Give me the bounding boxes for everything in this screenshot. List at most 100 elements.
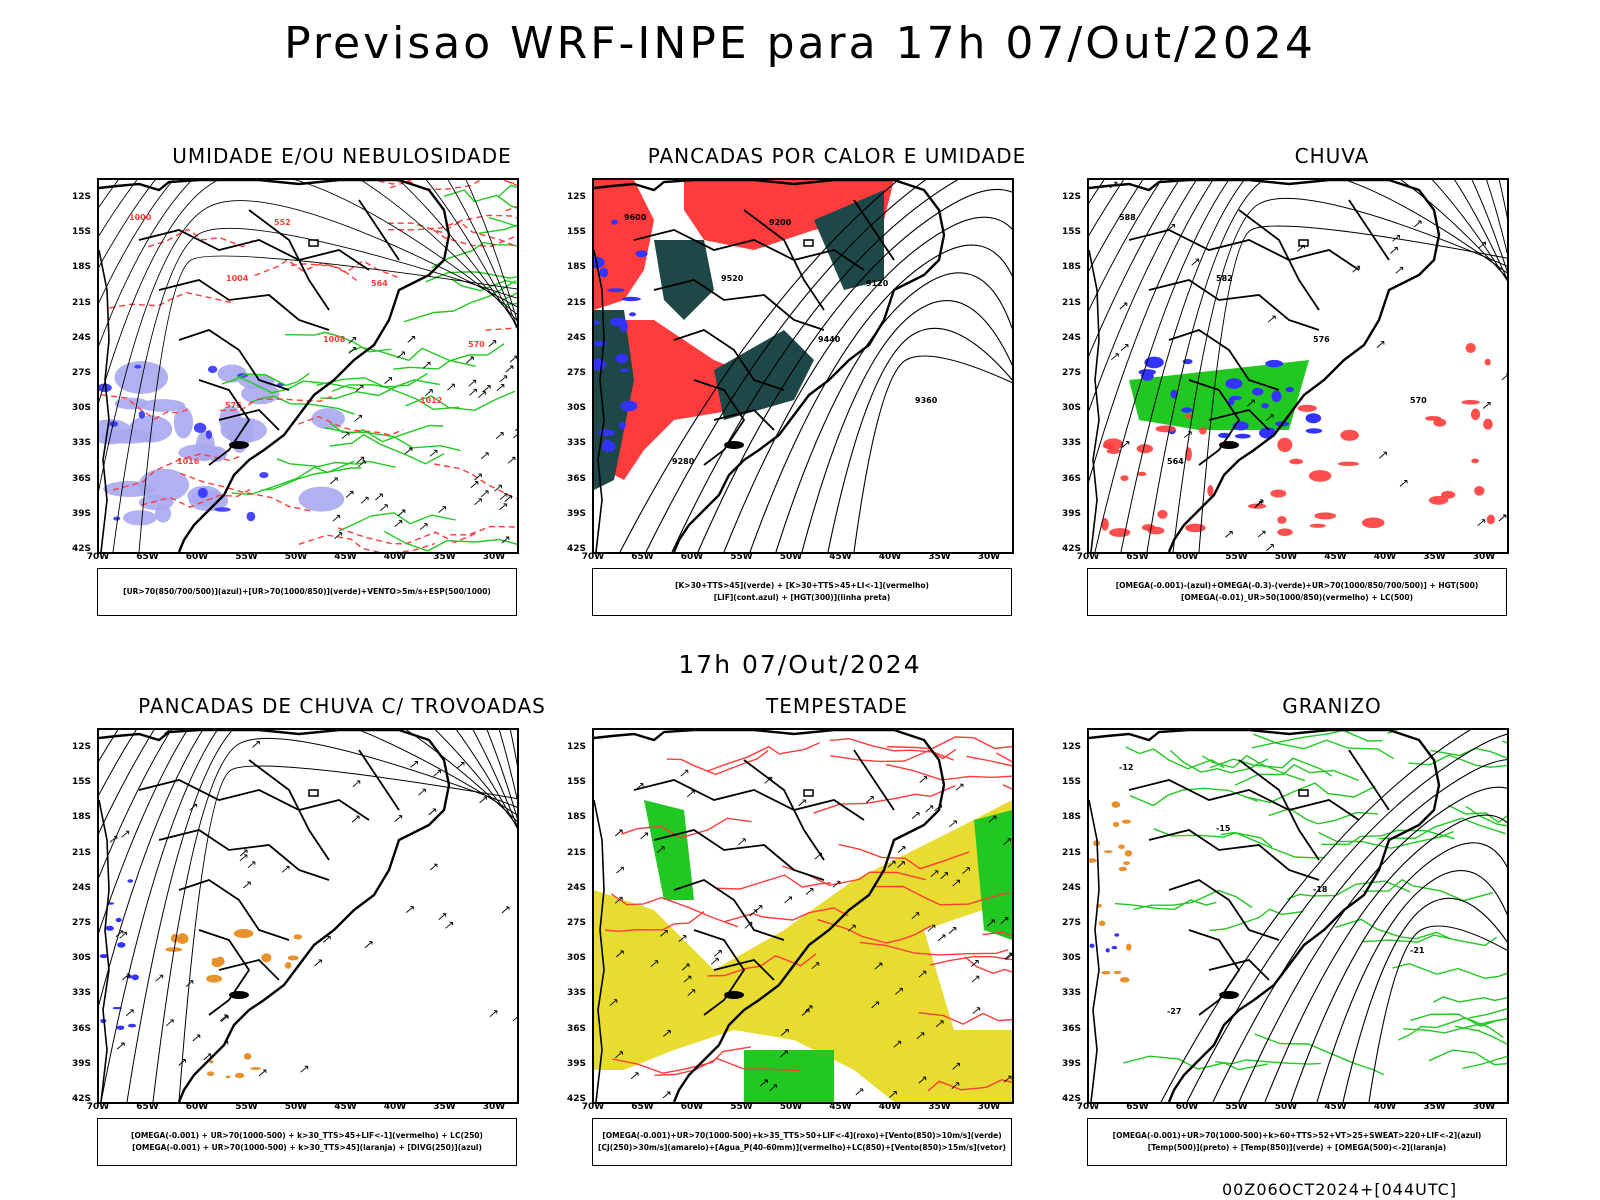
latitude-label: 39S bbox=[566, 1058, 586, 1069]
latitude-label: 39S bbox=[71, 508, 91, 519]
contour-label: 552 bbox=[274, 218, 291, 227]
latitude-label: 15S bbox=[1061, 777, 1081, 788]
longitude-label: 40W bbox=[1373, 552, 1397, 562]
latitude-label: 27S bbox=[566, 918, 586, 928]
longitude-label: 30W bbox=[977, 1102, 1001, 1112]
contour-label: 564 bbox=[1167, 457, 1184, 466]
map-image bbox=[97, 728, 519, 1104]
longitude-label: 70W bbox=[581, 1102, 605, 1112]
map-legend: [OMEGA(-0.001) + UR>70(1000-500) + k>30_… bbox=[97, 1118, 517, 1166]
latitude-label: 33S bbox=[566, 438, 586, 449]
latitude-label: 30S bbox=[71, 403, 91, 414]
map-image: -12 -15 -18 -21 -27 bbox=[1087, 728, 1509, 1104]
contour-label: -15 bbox=[1216, 824, 1231, 833]
latitude-label: 24S bbox=[1061, 332, 1081, 343]
longitude-label: 55W bbox=[730, 1102, 753, 1112]
longitude-label: 40W bbox=[383, 1102, 407, 1112]
latitude-label: 30S bbox=[566, 953, 586, 964]
contour-label: 9280 bbox=[672, 457, 695, 466]
map-legend: [OMEGA(-0.001)+UR>70(1000-500)+k>60+TTS>… bbox=[1087, 1118, 1507, 1166]
latitude-label: 30S bbox=[71, 953, 91, 964]
contour-label: 9360 bbox=[915, 396, 938, 405]
legend-line: [OMEGA(-0.001)+UR>70(1000-500)+k>35_TTS>… bbox=[602, 1131, 1002, 1140]
contour-label: 576 bbox=[1313, 335, 1330, 344]
latitude-label: 36S bbox=[71, 1023, 91, 1034]
longitude-label: 55W bbox=[235, 1102, 258, 1112]
latitude-label: 33S bbox=[1061, 988, 1081, 999]
legend-line: [UR>70(850/700/500)](azul)+[UR>70(1000/8… bbox=[123, 587, 491, 596]
longitude-label: 55W bbox=[1225, 1102, 1248, 1112]
longitude-label: 45W bbox=[829, 1102, 852, 1112]
latitude-label: 39S bbox=[1061, 1058, 1081, 1069]
contour-label: 588 bbox=[1119, 213, 1136, 222]
latitude-label: 21S bbox=[1061, 297, 1081, 308]
longitude-label: 50W bbox=[779, 552, 803, 562]
contour-label: 9520 bbox=[721, 274, 744, 283]
longitude-label: 40W bbox=[383, 552, 407, 562]
latitude-label: 39S bbox=[1061, 508, 1081, 519]
latitude-label: 21S bbox=[71, 847, 91, 858]
longitude-label: 60W bbox=[1175, 552, 1199, 562]
longitude-label: 65W bbox=[1126, 552, 1149, 562]
panel-title: TEMPESTADE bbox=[766, 694, 908, 718]
map-image: 1000 1004 1008 1012 1016 552 564 570 576 bbox=[97, 178, 519, 554]
latitude-label: 21S bbox=[71, 297, 91, 308]
latitude-label: 42S bbox=[566, 1094, 586, 1104]
panel-title: CHUVA bbox=[1294, 144, 1370, 168]
map-legend: [OMEGA(-0.001)-(azul)+OMEGA(-0.3)-(verde… bbox=[1087, 568, 1507, 616]
contour-label: 570 bbox=[468, 340, 485, 349]
latitude-label: 42S bbox=[1061, 544, 1081, 554]
latitude-label: 36S bbox=[1061, 1023, 1081, 1034]
longitude-label: 70W bbox=[1076, 1102, 1100, 1112]
longitude-label: 65W bbox=[136, 1102, 159, 1112]
longitude-label: 30W bbox=[1472, 552, 1496, 562]
longitude-label: 70W bbox=[86, 1102, 110, 1112]
longitude-label: 30W bbox=[482, 552, 506, 562]
longitude-label: 40W bbox=[1373, 1102, 1397, 1112]
latitude-label: 15S bbox=[566, 227, 586, 238]
panel-title: PANCADAS POR CALOR E UMIDADE bbox=[647, 144, 1027, 168]
latitude-label: 42S bbox=[71, 544, 91, 554]
latitude-label: 12S bbox=[71, 742, 91, 752]
latitude-label: 12S bbox=[1061, 742, 1081, 752]
latitude-label: 42S bbox=[1061, 1094, 1081, 1104]
map-image bbox=[592, 728, 1014, 1104]
longitude-label: 30W bbox=[1472, 1102, 1496, 1112]
longitude-label: 55W bbox=[730, 552, 753, 562]
legend-line: [CJ(250)>30m/s](amarelo)+[Agua_P(40-60mm… bbox=[598, 1143, 1006, 1152]
contour-label: 582 bbox=[1216, 274, 1233, 283]
contour-label: 1004 bbox=[226, 274, 249, 283]
legend-line: [OMEGA(-0.001) + UR>70(1000-500) + k>30_… bbox=[131, 1131, 483, 1140]
longitude-label: 65W bbox=[631, 1102, 654, 1112]
panel-title: GRANIZO bbox=[1282, 694, 1382, 718]
contour-label: -27 bbox=[1167, 1007, 1181, 1016]
latitude-label: 21S bbox=[566, 297, 586, 308]
legend-line: [K>30+TTS>45](verde) + [K>30+TTS>45+LI<-… bbox=[675, 581, 929, 590]
latitude-label: 18S bbox=[1061, 262, 1081, 273]
weather-map bbox=[99, 730, 517, 1102]
contour-label: 576 bbox=[225, 401, 242, 410]
latitude-label: 39S bbox=[566, 508, 586, 519]
contour-label: -18 bbox=[1313, 885, 1328, 894]
page-title: Previsao WRF-INPE para 17h 07/Out/2024 bbox=[284, 18, 1316, 69]
longitude-label: 35W bbox=[433, 1102, 456, 1112]
longitude-label: 40W bbox=[878, 552, 902, 562]
longitude-label: 55W bbox=[235, 552, 258, 562]
latitude-label: 24S bbox=[1061, 882, 1081, 893]
latitude-label: 12S bbox=[566, 742, 586, 752]
latitude-label: 12S bbox=[71, 192, 91, 202]
longitude-label: 50W bbox=[284, 1102, 308, 1112]
weather-map: 1000 1004 1008 1012 1016 552 564 570 576 bbox=[99, 180, 517, 552]
longitude-label: 55W bbox=[1225, 552, 1248, 562]
panel-title: UMIDADE E/OU NEBULOSIDADE bbox=[172, 144, 512, 168]
longitude-label: 60W bbox=[680, 1102, 704, 1112]
longitude-label: 45W bbox=[1324, 1102, 1347, 1112]
latitude-label: 21S bbox=[566, 847, 586, 858]
legend-line: [Temp(500)](preto) + [Temp(850)](verde) … bbox=[1147, 1143, 1447, 1152]
latitude-label: 18S bbox=[71, 812, 91, 823]
longitude-label: 50W bbox=[284, 552, 308, 562]
latitude-label: 15S bbox=[566, 777, 586, 788]
latitude-label: 33S bbox=[71, 988, 91, 999]
latitude-label: 42S bbox=[566, 544, 586, 554]
longitude-label: 70W bbox=[1076, 552, 1100, 562]
